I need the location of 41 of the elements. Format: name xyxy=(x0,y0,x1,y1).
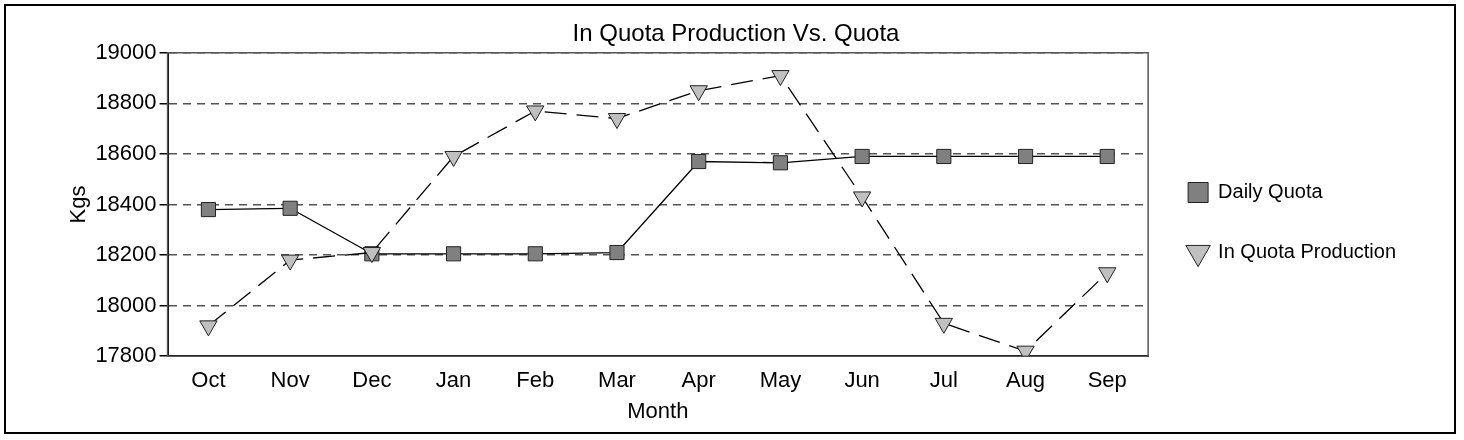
y-tick-label: 18400 xyxy=(95,190,157,216)
x-tick-label: Sep xyxy=(1087,367,1127,393)
point xyxy=(445,246,462,262)
y-tick-label: 18000 xyxy=(95,291,157,317)
x-tick-label: Apr xyxy=(681,367,716,393)
point xyxy=(526,105,545,122)
point xyxy=(1099,148,1115,165)
x-tick-label: Mar xyxy=(598,367,636,393)
point xyxy=(936,148,952,165)
point xyxy=(444,150,463,167)
x-tick-label: Nov xyxy=(270,367,310,393)
point xyxy=(852,191,872,208)
chart-title: In Quota Production Vs. Quota xyxy=(572,19,901,47)
x-tick-label: Oct xyxy=(191,367,226,393)
point xyxy=(1017,148,1034,165)
x-tick-label: Aug xyxy=(1005,367,1046,393)
point xyxy=(282,200,298,216)
y-axis-title: Kgs xyxy=(65,185,91,224)
x-tick-label: Dec xyxy=(352,367,392,393)
x-tick-label: May xyxy=(759,367,802,393)
x-tick-label: Jun xyxy=(844,367,880,393)
point xyxy=(691,153,707,170)
y-tick-label: 18200 xyxy=(95,241,157,267)
point xyxy=(772,155,788,171)
y-tick-label: 18600 xyxy=(95,140,157,165)
point xyxy=(771,70,790,87)
x-tick-label: Feb xyxy=(516,367,555,393)
x-tick-label: Jul xyxy=(929,367,958,393)
x-axis-title: Month xyxy=(627,397,689,423)
legend-label: Daily Quota xyxy=(1218,180,1324,203)
y-tick-label: 18800 xyxy=(95,89,157,115)
point xyxy=(609,244,625,261)
point xyxy=(689,85,708,102)
x-tick-label: Jan xyxy=(435,367,472,393)
legend-label: In Quota Production xyxy=(1218,240,1396,263)
point xyxy=(527,246,543,262)
y-tick-label: 19000 xyxy=(95,38,157,64)
point xyxy=(200,201,216,218)
point xyxy=(607,113,627,130)
point xyxy=(854,148,870,165)
y-tick-label: 17800 xyxy=(95,342,157,368)
